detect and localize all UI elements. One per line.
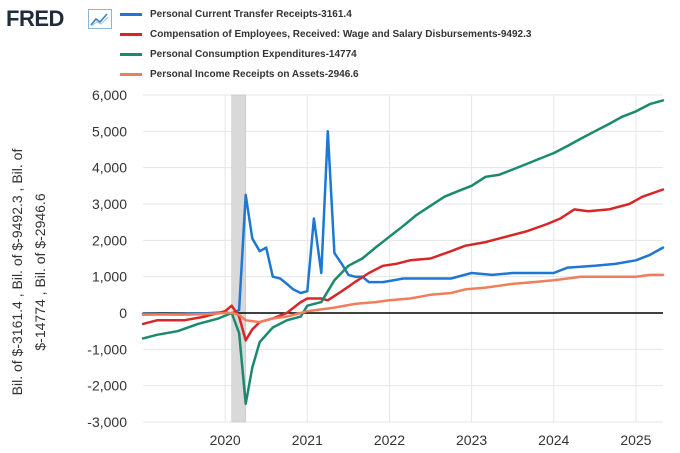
recession-band xyxy=(231,94,246,423)
y-axis-title-line-1: Bil. of $-3161.4 , Bil. of $-9492.3 , Bi… xyxy=(9,149,25,396)
line-chart-icon xyxy=(88,9,112,29)
series-line-2 xyxy=(141,99,665,406)
legend-swatch-consumption xyxy=(120,53,142,56)
x-tick-labels: 2020 2021 2022 2023 2024 2025 xyxy=(210,432,652,448)
x-tick-label: 2022 xyxy=(374,432,405,448)
grid xyxy=(143,94,663,423)
y-tick-label: 0 xyxy=(119,305,127,321)
legend-swatch-transfer-receipts xyxy=(120,13,142,16)
legend-label: Personal Current Transfer Receipts-3161.… xyxy=(150,9,352,20)
y-tick-label: 5,000 xyxy=(92,123,127,139)
y-tick-label: 6,000 xyxy=(92,87,127,103)
y-tick-label: 3,000 xyxy=(92,196,127,212)
series-line-0 xyxy=(141,130,665,316)
y-tick-label: 4,000 xyxy=(92,160,127,176)
x-tick-label: 2023 xyxy=(456,432,487,448)
y-tick-label: -1,000 xyxy=(87,341,127,357)
legend-swatch-wage-salary xyxy=(120,33,142,36)
legend-swatch-asset-receipts xyxy=(120,73,142,76)
recession-shading xyxy=(231,94,246,423)
y-tick-label: -3,000 xyxy=(87,414,127,430)
series-lines xyxy=(141,99,665,406)
x-tick-label: 2024 xyxy=(538,432,569,448)
y-tick-label: -2,000 xyxy=(87,378,127,394)
series-line-3 xyxy=(141,273,665,324)
fred-logo[interactable]: FRED xyxy=(6,6,64,31)
y-tick-label: 1,000 xyxy=(92,269,127,285)
y-tick-label: 2,000 xyxy=(92,232,127,248)
legend-label: Personal Income Receipts on Assets-2946.… xyxy=(150,69,359,80)
y-tick-labels: -3,000 -2,000 -1,000 0 1,000 2,000 3,000 4,000 5… xyxy=(87,87,127,430)
y-axis-title-line-2: $-14774 , Bil. of $-2946.6 xyxy=(32,193,48,350)
x-tick-label: 2021 xyxy=(292,432,323,448)
legend-label: Personal Consumption Expenditures-14774 xyxy=(150,49,357,60)
y-axis-title: Bil. of $-3161.4 , Bil. of $-9492.3 , Bi… xyxy=(9,149,48,396)
x-tick-label: 2025 xyxy=(620,432,651,448)
x-tick-label: 2020 xyxy=(210,432,241,448)
legend-label: Compensation of Employees, Received: Wag… xyxy=(150,29,532,40)
